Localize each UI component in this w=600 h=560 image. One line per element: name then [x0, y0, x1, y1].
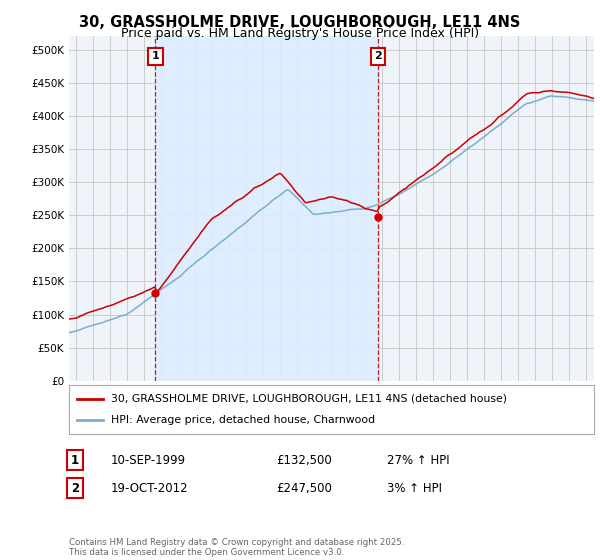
Text: Contains HM Land Registry data © Crown copyright and database right 2025.
This d: Contains HM Land Registry data © Crown c… [69, 538, 404, 557]
Text: 10-SEP-1999: 10-SEP-1999 [111, 454, 186, 467]
Text: Price paid vs. HM Land Registry's House Price Index (HPI): Price paid vs. HM Land Registry's House … [121, 27, 479, 40]
Text: 30, GRASSHOLME DRIVE, LOUGHBOROUGH, LE11 4NS (detached house): 30, GRASSHOLME DRIVE, LOUGHBOROUGH, LE11… [111, 394, 507, 404]
Text: 27% ↑ HPI: 27% ↑ HPI [387, 454, 449, 467]
Text: 3% ↑ HPI: 3% ↑ HPI [387, 482, 442, 495]
Text: £247,500: £247,500 [276, 482, 332, 495]
Text: £132,500: £132,500 [276, 454, 332, 467]
Text: 2: 2 [374, 52, 382, 61]
Bar [155, 36, 378, 381]
Text: 2: 2 [71, 482, 79, 495]
Text: 1: 1 [71, 454, 79, 467]
Text: 30, GRASSHOLME DRIVE, LOUGHBOROUGH, LE11 4NS: 30, GRASSHOLME DRIVE, LOUGHBOROUGH, LE11… [79, 15, 521, 30]
Text: HPI: Average price, detached house, Charnwood: HPI: Average price, detached house, Char… [111, 415, 375, 425]
Text: 1: 1 [152, 52, 160, 61]
Text: 19-OCT-2012: 19-OCT-2012 [111, 482, 188, 495]
